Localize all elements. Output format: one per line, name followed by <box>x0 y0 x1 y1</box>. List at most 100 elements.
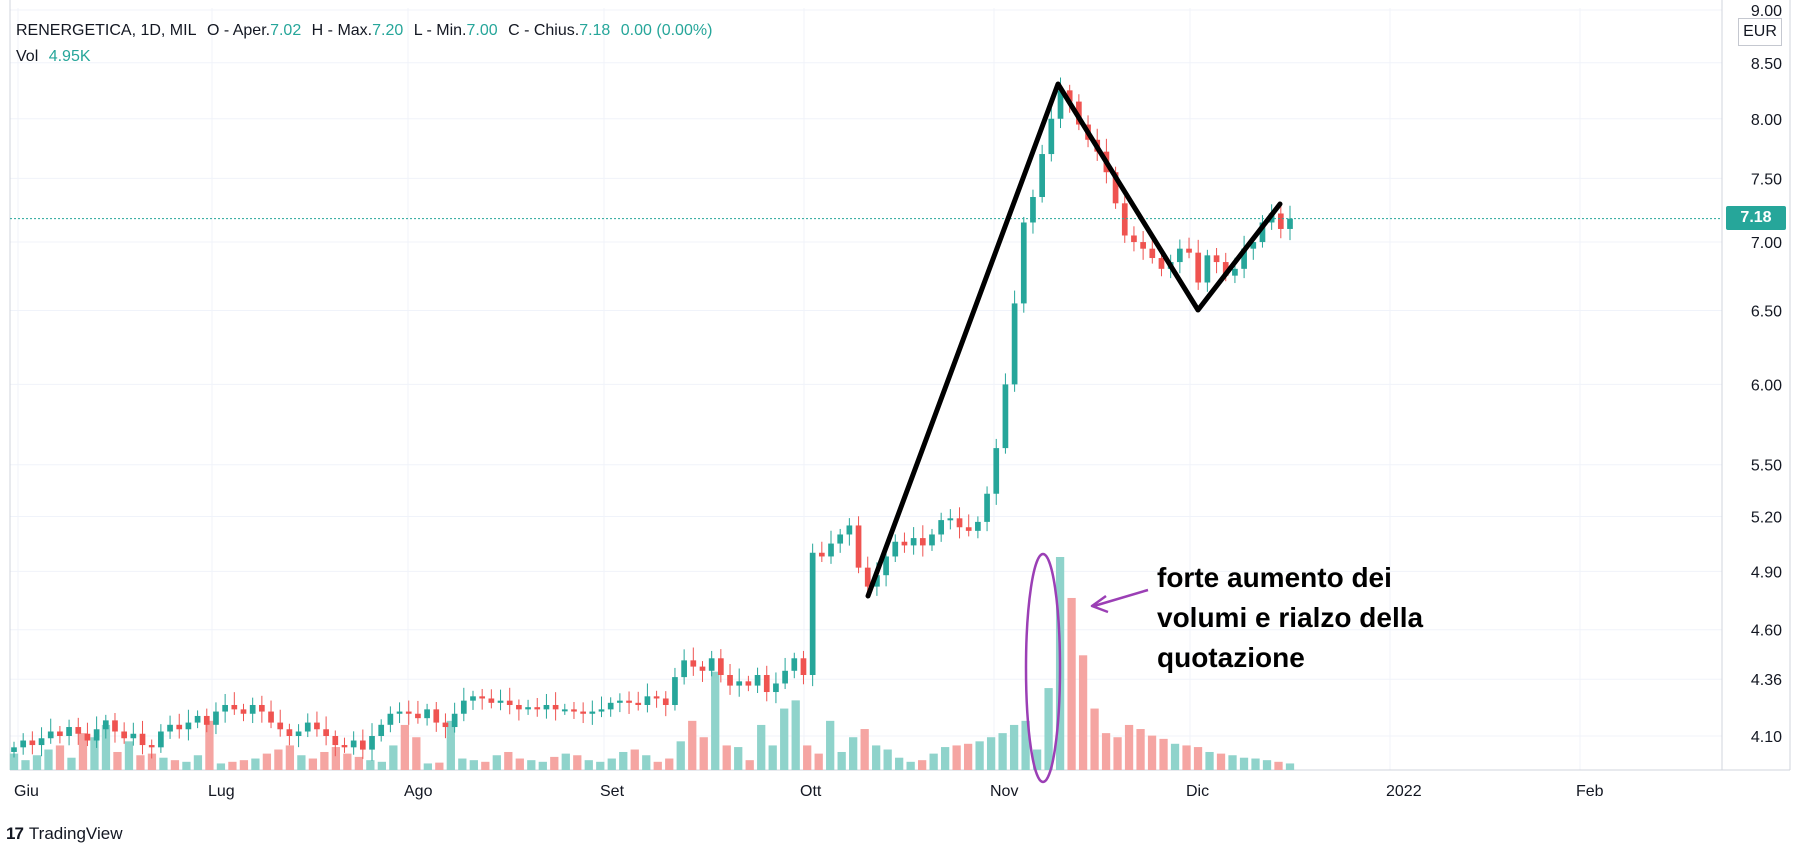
time-label: Ago <box>404 783 433 800</box>
candle-body <box>1030 197 1036 223</box>
volume-bar <box>504 751 513 770</box>
price-tick-label: 4.10 <box>1751 729 1782 746</box>
volume-bar <box>872 745 881 770</box>
candle-body <box>185 722 192 730</box>
candle-body <box>405 711 412 714</box>
volume-bar <box>1170 743 1180 770</box>
candle-body <box>29 740 36 746</box>
time-label: 2022 <box>1386 783 1422 800</box>
volume-bar <box>814 753 823 770</box>
trend-polyline <box>865 81 1283 599</box>
candle-body <box>130 733 137 739</box>
candle-body <box>672 677 678 705</box>
volume-bar <box>998 733 1007 770</box>
candle-body <box>754 674 761 686</box>
volume-bar <box>366 760 375 770</box>
volume-bar <box>354 756 364 770</box>
tradingview-brand[interactable]: 17 TradingView <box>6 824 122 844</box>
price-tick-label: 4.36 <box>1751 672 1782 689</box>
candle-body <box>892 541 899 557</box>
volume-bars <box>9 557 1295 770</box>
candle-body <box>883 556 889 576</box>
candle-body <box>552 704 559 710</box>
volume-bar <box>986 737 996 770</box>
candle-body <box>910 538 917 546</box>
volume-bar <box>492 755 501 770</box>
candle-body <box>662 698 669 705</box>
candle-body <box>965 527 972 531</box>
volume-bar <box>745 760 754 770</box>
candlesticks <box>11 77 1293 761</box>
candle-body <box>451 713 458 728</box>
annotation-text: forte aumento dei volumi e rialzo della … <box>1157 558 1423 678</box>
volume-bar <box>849 737 858 770</box>
candle-body <box>488 698 495 703</box>
legend-high-value: 7.20 <box>372 22 404 39</box>
annotation-line-1: forte aumento dei <box>1157 562 1392 593</box>
volume-bar <box>515 758 524 770</box>
volume-bar <box>940 747 950 770</box>
candle-body <box>20 740 27 748</box>
candle-body <box>203 715 210 725</box>
candle-body <box>975 521 981 531</box>
candle-body <box>194 715 201 723</box>
volume-bar <box>1182 745 1191 770</box>
volume-bar <box>952 745 961 770</box>
candle-body <box>479 696 486 699</box>
volume-bar <box>412 737 421 770</box>
candle-body <box>1204 255 1211 283</box>
time-label: Feb <box>1576 783 1604 800</box>
candle-body <box>736 681 743 686</box>
price-tick-label: 5.20 <box>1751 510 1782 527</box>
volume-bar <box>1044 688 1053 770</box>
price-tick-label: 5.50 <box>1751 458 1782 475</box>
candle-body <box>341 745 348 748</box>
candle-body <box>1259 222 1266 243</box>
price-tick-label: 7.50 <box>1751 171 1782 188</box>
volume-bar <box>1216 753 1226 770</box>
volume-bar <box>389 745 398 770</box>
chart-legend: RENERGETICA, 1D, MIL O - Aper.7.02 H - M… <box>16 18 712 70</box>
candle-body <box>607 702 614 710</box>
candle-body <box>1057 90 1064 119</box>
candle-body <box>561 709 568 712</box>
price-tick-label: 7.00 <box>1751 235 1782 252</box>
volume-bar <box>170 760 180 770</box>
currency-button[interactable]: EUR <box>1738 18 1782 46</box>
candle-body <box>763 674 770 693</box>
legend-low-label: L - Min. <box>413 22 467 39</box>
volume-bar <box>1009 724 1019 770</box>
candle-body <box>1048 118 1055 155</box>
volume-bar <box>734 747 743 770</box>
candle-body <box>1011 303 1018 385</box>
volume-bar <box>331 747 341 770</box>
candle-body <box>304 722 311 732</box>
volume-bar <box>929 753 938 770</box>
candle-body <box>112 720 118 732</box>
candle-body <box>837 534 844 544</box>
candle-body <box>11 747 17 752</box>
volume-bar <box>377 761 386 770</box>
volume-bar <box>1159 738 1168 770</box>
volume-bar <box>1124 724 1134 770</box>
legend-ticker: RENERGETICA, 1D, MIL <box>16 22 197 39</box>
candle-body <box>1277 213 1284 229</box>
volume-bar <box>1228 755 1237 770</box>
candle-body <box>1186 248 1192 253</box>
candle-body <box>295 731 302 736</box>
volume-bar <box>285 745 295 770</box>
volume-bar <box>596 761 605 770</box>
candle-body <box>681 660 687 678</box>
candle-body <box>874 575 880 587</box>
volume-bar <box>860 729 869 770</box>
candle-body <box>773 683 779 693</box>
candle-body <box>84 733 91 741</box>
candle-body <box>286 729 293 736</box>
volume-bar <box>1205 751 1214 770</box>
candle-body <box>919 538 926 546</box>
candle-body <box>176 724 183 730</box>
candle-body <box>213 711 219 725</box>
volume-bar <box>584 760 593 770</box>
candle-body <box>699 666 706 671</box>
